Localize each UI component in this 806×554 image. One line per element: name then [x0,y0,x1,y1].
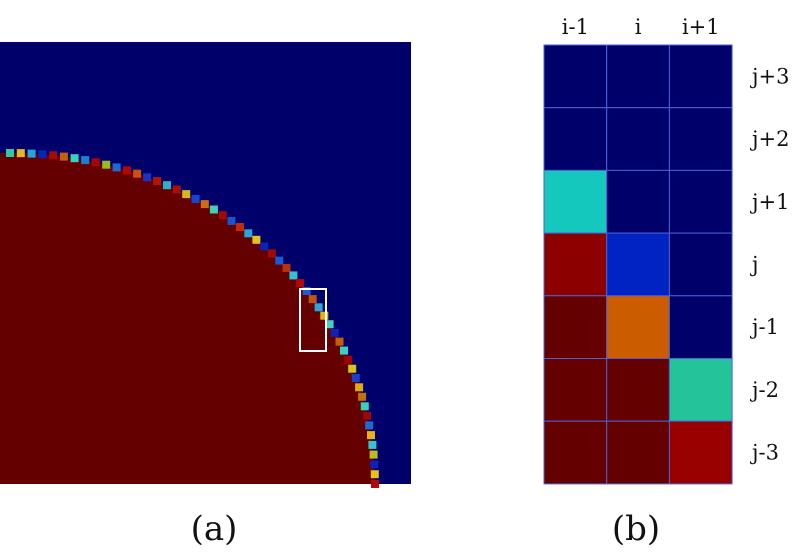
row-label: j+1 [749,190,789,214]
interface-cell [102,160,111,169]
interface-cell [344,355,353,364]
grid-cell [668,169,733,234]
interface-cell [27,149,36,158]
row-label: j-1 [749,315,779,339]
interface-cell [112,163,121,172]
panel-a-caption: (a) [191,509,238,549]
interface-cell [122,166,131,175]
interface-cell [308,295,317,304]
interface-cell [360,402,369,411]
panel-b: i-1 i i+1 j+3 j+2 j+1 j j-1 j-2 j-3 (b) [543,15,789,549]
row-label: j+3 [749,64,789,88]
grid-cell [543,169,608,234]
interface-cell [133,169,142,178]
interface-cell [227,216,236,225]
interface-cell [335,337,344,346]
interface-cell [209,205,218,214]
interface-cell [330,328,339,337]
grid-cell [543,232,608,297]
grid-cell [606,295,670,359]
interface-cell [314,303,323,312]
interface-cell [172,185,181,194]
grid-cell [543,44,608,109]
row-label: j-2 [749,378,779,402]
interface-cell [325,320,334,329]
interface-cell [252,235,261,244]
interface-cell [363,411,372,420]
interface-cell [191,195,200,203]
grid-cell [543,420,608,485]
row-label: j+2 [749,127,789,151]
zoom-grid [543,44,733,485]
interface-cell [49,151,58,160]
interface-cell [218,211,227,220]
grid-cell [668,107,733,171]
interface-cell [370,460,379,469]
panel-b-caption: (b) [612,509,660,549]
interface-cell [351,374,360,382]
grid-cell [668,232,733,297]
interface-cell [59,152,68,161]
interface-cell [143,173,152,182]
interface-cell [296,279,305,288]
grid-cell [606,420,670,485]
interior-fill [0,153,375,484]
interface-cell [260,242,269,251]
panel-a: (a) [0,42,411,549]
column-labels: i-1 i i+1 [562,15,720,39]
interface-cell [369,450,378,459]
interface-cell [163,181,171,190]
interface-cell [70,154,79,163]
interface-cell [6,149,14,157]
interface-cell [340,346,348,355]
interface-cell [91,158,100,167]
grid-cell [543,358,608,422]
interface-cell [267,249,276,258]
interface-cell [302,287,311,295]
interface-cell [275,256,284,265]
interface-cells [6,149,379,488]
interface-cell [16,149,25,158]
interface-cell [348,364,357,373]
interface-cell [355,383,364,392]
grid-cell [606,232,670,297]
grid-cell [606,358,670,422]
row-labels: j+3 j+2 j+1 j j-1 j-2 j-3 [749,64,789,464]
interface-cell [371,480,379,488]
interface-cell [182,190,191,199]
grid-cell [668,295,733,359]
grid-cell [606,44,670,109]
grid-cell [606,107,670,171]
interior-region [0,153,375,484]
interface-cell [236,223,244,231]
interface-cell [358,392,367,401]
interface-cell [368,440,377,449]
interface-cell [282,263,291,272]
grid-cell [543,295,608,359]
interface-cell [367,431,375,440]
interface-cell [38,150,47,159]
grid-cell [668,420,733,485]
column-label: i [635,15,642,39]
grid-cell [668,358,733,422]
grid-cell [606,169,670,234]
interface-cell [320,311,329,320]
grid-cell [543,107,608,171]
interface-cell [365,421,374,430]
interface-cell [200,200,209,209]
column-label: i+1 [682,15,720,39]
column-label: i-1 [562,15,589,39]
row-label: j [749,253,759,277]
interface-cell [153,177,162,186]
interface-cell [244,229,253,238]
grid-cell [668,44,733,109]
interface-cell [81,156,90,165]
row-label: j-3 [749,441,779,465]
interface-cell [370,470,379,479]
interface-cell [289,271,298,280]
selection-box [299,288,327,352]
